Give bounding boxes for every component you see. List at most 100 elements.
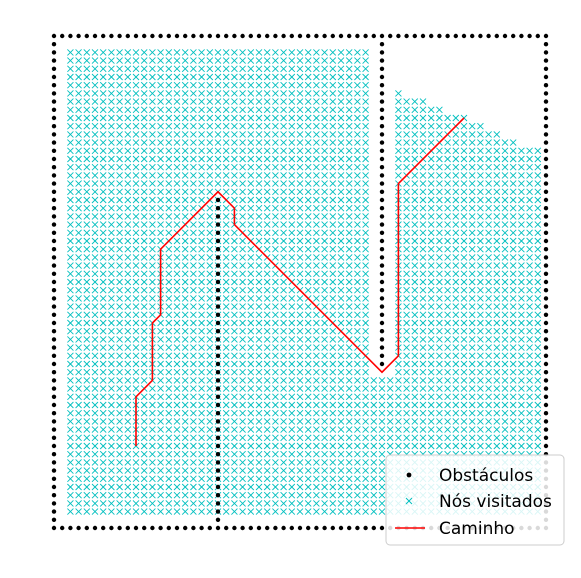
visited-node-marker [165,475,173,483]
visited-node-marker [460,295,468,302]
visited-node-marker [206,254,214,261]
visited-node-marker [165,491,173,499]
visited-node-marker [99,147,107,155]
visited-node-marker [157,409,164,417]
visited-node-marker [280,213,287,220]
visited-node-marker [304,155,312,163]
visited-node-marker [288,303,296,310]
visited-node-marker [124,245,132,253]
visited-node-marker [337,57,345,64]
visited-node-marker [280,467,287,474]
visited-node-marker [255,491,263,499]
visited-node-marker [378,500,386,507]
visited-node-marker [67,147,74,155]
visited-node-marker [436,204,443,212]
visited-node-marker [534,188,542,196]
visited-node-marker [427,352,435,360]
visited-node-marker [321,237,328,245]
visited-node-marker [75,352,82,360]
visited-node-marker [198,336,205,343]
visited-node-marker [345,278,353,286]
visited-node-marker [321,319,328,327]
visited-node-marker [444,139,451,146]
visited-node-marker [231,491,238,499]
obstacle-point [543,271,549,276]
visited-node-marker [518,368,525,376]
visited-node-marker [354,229,361,237]
visited-node-marker [304,368,312,376]
visited-node-marker [83,172,91,179]
visited-node-marker [190,49,197,56]
visited-node-marker [99,245,107,253]
visited-node-marker [206,434,214,442]
visited-node-marker [222,188,230,196]
visited-node-marker [477,221,484,228]
visited-node-marker [124,344,132,351]
visited-node-marker [198,139,205,146]
visited-node-marker [280,139,287,146]
visited-node-marker [263,122,271,130]
visited-node-marker [378,467,386,474]
obstacle-point [379,345,385,350]
visited-node-marker [460,262,468,269]
visited-node-marker [296,393,304,401]
visited-node-marker [198,57,205,64]
visited-node-marker [321,278,328,286]
visited-node-marker [313,229,320,237]
visited-node-marker [288,483,296,491]
visited-node-marker [468,295,476,302]
obstacle-point [51,435,57,440]
obstacle-point [379,156,385,162]
visited-node-marker [140,434,148,442]
visited-node-marker [280,385,287,392]
visited-node-marker [345,360,353,368]
visited-node-marker [132,57,140,64]
visited-node-marker [190,106,197,114]
visited-node-marker [288,245,296,253]
obstacle-point [215,435,221,440]
visited-node-marker [296,139,304,146]
visited-node-marker [493,327,501,335]
visited-node-marker [231,327,238,335]
visited-node-marker [493,311,501,319]
visited-node-marker [149,508,156,515]
visited-node-marker [91,155,99,163]
visited-node-marker [132,65,140,73]
visited-node-marker [149,122,156,130]
visited-node-marker [460,188,468,196]
visited-node-marker [313,221,320,228]
visited-node-marker [313,319,320,327]
visited-node-marker [99,270,107,278]
visited-node-marker [206,213,214,220]
visited-node-marker [534,180,542,187]
visited-node-marker [157,163,164,171]
visited-node-marker [468,188,476,196]
visited-node-marker [362,336,369,343]
visited-node-marker [231,188,238,196]
visited-node-marker [206,491,214,499]
obstacle-point [338,525,344,531]
visited-node-marker [321,65,328,73]
visited-node-marker [239,262,246,269]
visited-node-marker [140,131,148,138]
visited-node-marker [329,213,337,220]
visited-node-marker [108,57,115,64]
visited-node-marker [321,327,328,335]
obstacle-point [379,255,385,260]
visited-node-marker [345,401,353,409]
visited-node-marker [239,360,246,368]
visited-node-marker [329,131,337,138]
visited-node-marker [140,229,148,237]
obstacle-point [379,74,385,80]
visited-node-marker [444,180,451,187]
visited-node-marker [157,401,164,409]
visited-node-marker [288,122,296,130]
visited-node-marker [296,352,304,360]
visited-node-marker [255,295,263,302]
visited-node-marker [362,295,369,302]
visited-node-marker [313,213,320,220]
visited-node-marker [411,377,419,384]
visited-node-marker [181,188,189,196]
visited-node-marker [116,360,123,368]
visited-node-marker [124,270,132,278]
